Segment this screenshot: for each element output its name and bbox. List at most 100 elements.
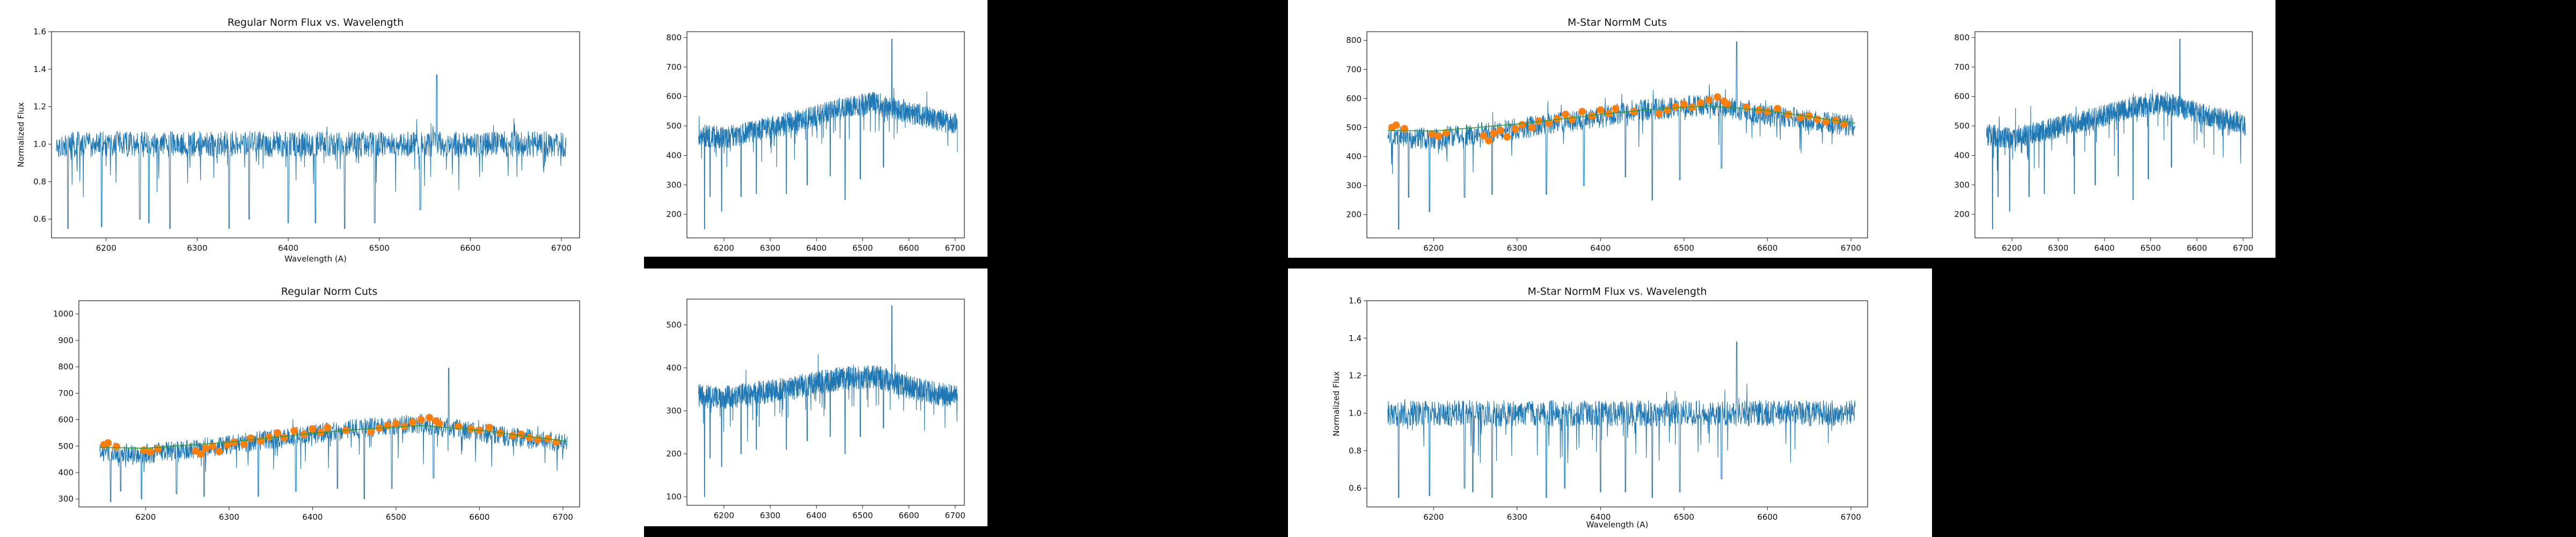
spectrum-line — [698, 39, 958, 230]
cut-point — [280, 434, 288, 442]
cut-point — [290, 427, 298, 435]
y-axis-label: Normalized Flux — [16, 102, 26, 167]
y-tick-label: 400 — [666, 363, 682, 373]
y-tick-label: 400 — [1346, 152, 1362, 162]
cut-point — [1672, 103, 1680, 111]
y-tick-label: 500 — [666, 320, 682, 330]
y-tick-label: 800 — [58, 362, 74, 372]
x-tick-label: 6700 — [2233, 243, 2253, 253]
x-tick-label: 6400 — [806, 511, 826, 520]
cut-point — [265, 433, 273, 441]
y-tick-label: 300 — [666, 180, 682, 190]
x-tick-label: 6300 — [219, 512, 239, 522]
x-tick-label: 6600 — [469, 512, 489, 522]
spectrum-line — [99, 367, 568, 502]
cut-point — [1480, 132, 1488, 140]
y-tick-label: 0.6 — [33, 214, 46, 224]
cut-point — [1435, 132, 1443, 140]
y-tick-label: 1.0 — [1349, 408, 1362, 418]
panel-regular-norm-flux: 6200 6300 6400 6500 6600 6700 0.6 0.8 1.0 1.2 1.4 1… — [0, 0, 644, 268]
y-tick-label: 300 — [1954, 180, 1970, 190]
plot-frame — [1366, 31, 1868, 238]
x-tick-label: 6500 — [1674, 512, 1694, 522]
cut-point — [1392, 121, 1400, 129]
cut-point — [147, 448, 155, 456]
x-tick-label: 6600 — [1757, 243, 1777, 253]
chart-title: M-Star NormM Flux vs. Wavelength — [1528, 286, 1707, 297]
y-tick-label: 600 — [666, 92, 682, 101]
x-tick-label: 6400 — [2094, 243, 2114, 253]
y-tick-label: 400 — [1954, 150, 1970, 160]
cut-point — [1743, 103, 1751, 111]
y-tick-label: 800 — [666, 33, 682, 42]
cut-point — [1822, 118, 1830, 126]
x-tick-label: 6500 — [852, 511, 873, 520]
plot-frame — [1974, 31, 2253, 238]
cut-point — [1442, 129, 1450, 137]
cut-point — [392, 419, 400, 427]
cut-point — [1562, 111, 1570, 119]
x-tick-label: 6200 — [1423, 243, 1444, 253]
y-tick-label: 500 — [666, 121, 682, 131]
chart-title: Regular Norm Cuts — [281, 286, 377, 297]
y-tick-label: 1.2 — [1349, 371, 1362, 381]
cut-point — [1655, 110, 1663, 118]
x-tick-label: 6700 — [945, 243, 965, 253]
cut-point — [1568, 115, 1576, 124]
x-tick-label: 6700 — [553, 512, 573, 522]
x-tick-label: 6500 — [852, 243, 873, 253]
cut-point — [417, 416, 425, 424]
cut-point — [1680, 100, 1688, 108]
x-tick-label: 6400 — [302, 512, 323, 522]
cut-point — [274, 429, 282, 437]
panel-regular-flux-raw: 6200 6300 6400 6500 6600 6700 200 300 400 500 600 7… — [644, 0, 987, 257]
chart-regular-norm-flux: 6200 6300 6400 6500 6600 6700 0.6 0.8 1.0 1.2 1.4 1… — [16, 17, 580, 264]
cut-point — [1545, 119, 1553, 127]
cut-point — [1805, 112, 1813, 120]
cut-point — [517, 430, 525, 438]
cut-point — [1511, 125, 1519, 133]
series-fit — [99, 425, 567, 449]
y-tick-label: 500 — [1346, 122, 1362, 132]
cut-point — [1714, 93, 1722, 101]
x-tick-label: 6300 — [2048, 243, 2068, 253]
plot-frame — [51, 31, 580, 238]
x-tick-label: 6600 — [460, 243, 480, 253]
x-tick-label: 6400 — [1590, 243, 1611, 253]
cut-point — [1528, 124, 1536, 132]
cut-point — [534, 436, 542, 444]
x-tick-label: 6700 — [1841, 512, 1861, 522]
cut-point — [1503, 133, 1511, 141]
y-tick-label: 400 — [58, 468, 74, 477]
y-tick-label: 200 — [666, 449, 682, 459]
chart-regular-cuts-raw: 6200 6300 6400 6500 6600 6700 100 200 300 400 500 — [666, 299, 965, 520]
x-tick-label: 6300 — [1507, 243, 1527, 253]
cut-point — [1400, 125, 1408, 133]
y-tick-label: 600 — [1346, 93, 1362, 103]
cut-point — [208, 442, 216, 450]
y-tick-label: 200 — [1954, 209, 1970, 219]
series-spectrum — [698, 305, 958, 497]
y-tick-label: 700 — [666, 62, 682, 72]
cut-point — [202, 444, 210, 452]
chart-mstar-norm-cuts: 6200 6300 6400 6500 6600 6700 200 300 400 500 600 7… — [1346, 17, 1868, 253]
cut-point — [1813, 115, 1821, 124]
chart-title: M-Star NormM Cuts — [1568, 17, 1667, 28]
cut-point — [1774, 105, 1782, 113]
x-tick-label: 6200 — [1423, 512, 1444, 522]
plot-frame — [686, 299, 965, 506]
y-tick-label: 700 — [1346, 64, 1362, 74]
y-tick-label: 0.8 — [33, 177, 46, 186]
cut-point — [1663, 106, 1671, 114]
x-axis-label: Wavelength (A) — [284, 254, 347, 264]
y-tick-label: 100 — [666, 492, 682, 502]
spectrum-line — [1387, 342, 1856, 498]
cut-point — [486, 424, 494, 432]
x-tick-label: 6500 — [386, 512, 406, 522]
cut-point — [230, 438, 238, 446]
x-tick-label: 6700 — [1841, 243, 1861, 253]
cut-point — [247, 434, 255, 442]
series-spectrum — [1387, 41, 1856, 230]
y-tick-label: 700 — [58, 388, 74, 398]
plot-frame — [686, 31, 965, 238]
